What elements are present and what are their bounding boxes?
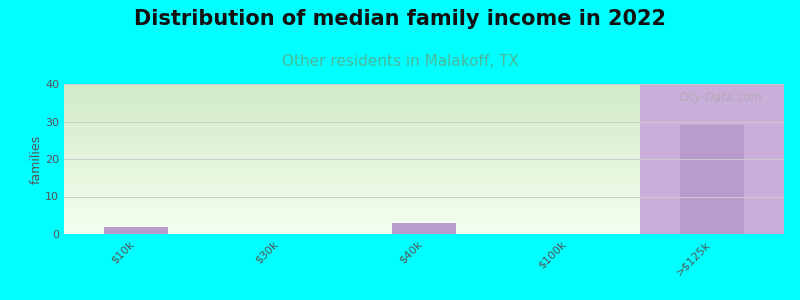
Text: City-Data.com: City-Data.com (678, 92, 762, 104)
Y-axis label: families: families (30, 134, 42, 184)
Text: Other residents in Malakoff, TX: Other residents in Malakoff, TX (282, 54, 518, 69)
Bar (104, 226, 168, 234)
Bar (640, 84, 784, 234)
Bar (680, 125, 744, 234)
Text: Distribution of median family income in 2022: Distribution of median family income in … (134, 9, 666, 29)
Bar (392, 223, 456, 234)
